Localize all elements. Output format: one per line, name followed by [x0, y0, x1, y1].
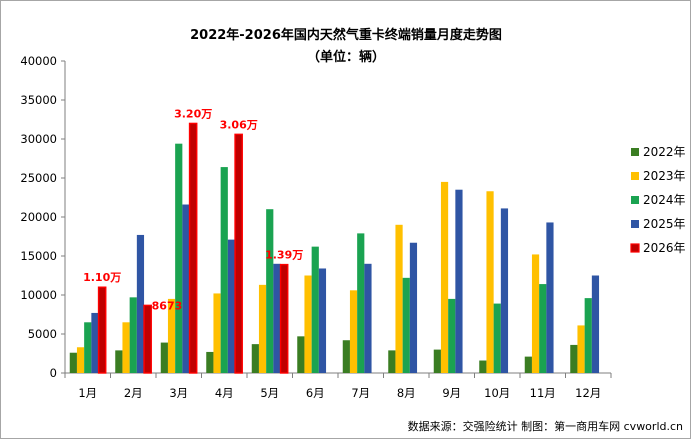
legend-label: 2026年	[643, 241, 686, 255]
bar-2024年-9月	[448, 298, 456, 373]
bar-2022年-3月	[160, 342, 168, 373]
legend-label: 2022年	[643, 145, 686, 159]
y-tick-label: 25000	[20, 171, 57, 185]
bar-2024年-3月	[175, 143, 183, 373]
y-tick-label: 10000	[20, 288, 57, 302]
bar-2022年-6月	[297, 336, 305, 373]
bar-2022年-7月	[342, 340, 350, 373]
bar-2023年-2月	[122, 322, 130, 373]
x-tick-label: 4月	[215, 386, 234, 400]
y-tick-label: 30000	[20, 132, 57, 146]
y-tick-label: 35000	[20, 93, 57, 107]
x-tick-label: 8月	[397, 386, 416, 400]
bar-2022年-8月	[388, 350, 396, 373]
data-label-annotation: 3.06万	[220, 118, 258, 131]
bar-2023年-7月	[349, 290, 358, 373]
bar-2023年-5月	[258, 284, 267, 373]
bar-2025年-3月	[182, 204, 190, 373]
y-tick-label: 20000	[20, 210, 57, 224]
bar-2024年-12月	[584, 298, 592, 373]
bar-2022年-11月	[524, 356, 532, 373]
bar-2024年-10月	[493, 303, 501, 373]
bar-2026年-2月	[143, 304, 152, 374]
bar-2023年-1月	[76, 347, 85, 373]
x-tick-label: 10月	[484, 386, 510, 400]
x-tick-label: 11月	[530, 386, 556, 400]
bar-2023年-4月	[213, 293, 221, 373]
axes: 0 5000 10000 15000 20000 25000 30000 35000 40000…	[20, 54, 612, 400]
bar-2022年-12月	[570, 344, 578, 373]
bar-2022年-9月	[433, 349, 441, 373]
source-note: 数据来源：交强险统计 制图：第一商用车网 cvworld.cn	[408, 419, 683, 433]
bar-2023年-11月	[531, 254, 540, 373]
y-tick-label: 15000	[20, 249, 57, 263]
x-tick-label: 1月	[78, 386, 97, 400]
bar-2023年-6月	[304, 275, 312, 373]
x-tick-label: 5月	[260, 386, 279, 400]
bar-2024年-2月	[129, 297, 137, 373]
bar-2022年-2月	[115, 350, 123, 373]
x-tick-label: 7月	[351, 386, 370, 400]
legend-label: 2024年	[643, 193, 686, 207]
bar-2025年-2月	[136, 234, 145, 373]
y-tick-label: 40000	[20, 54, 57, 68]
bar-2024年-4月	[220, 167, 228, 373]
legend-swatch-2025年	[631, 220, 639, 228]
bar-2025年-4月	[227, 239, 236, 373]
bar-2025年-5月	[273, 263, 281, 373]
bar-2023年-3月	[167, 298, 176, 373]
legend: 2022年 2023年 2024年 2025年 2026年	[630, 145, 686, 255]
bar-2025年-6月	[318, 268, 327, 373]
data-label-annotation: 1.10万	[83, 271, 121, 284]
bar-2024年-1月	[84, 322, 92, 373]
bar-2023年-8月	[395, 224, 403, 373]
data-label-annotation: 8673	[152, 299, 183, 312]
x-tick-label: 2月	[124, 386, 143, 400]
bar-2024年-7月	[357, 233, 365, 373]
bar-2026年-5月	[279, 263, 289, 374]
bar-2022年-4月	[206, 351, 214, 373]
bar-2023年-10月	[486, 191, 494, 373]
legend-swatch-2024年	[631, 196, 639, 204]
data-label-annotation: 1.39万	[265, 249, 303, 262]
legend-swatch-2022年	[631, 148, 639, 156]
bar-2025年-8月	[409, 242, 418, 373]
bar-2024年-8月	[402, 277, 410, 373]
y-tick-label: 5000	[28, 327, 57, 341]
legend-swatch-2023年	[631, 172, 639, 180]
legend-label: 2025年	[643, 217, 686, 231]
x-tick-label: 12月	[575, 386, 601, 400]
bar-2024年-11月	[539, 284, 547, 373]
x-tick-label: 6月	[306, 386, 325, 400]
x-tick-label: 9月	[442, 386, 461, 400]
bar-2026年-1月	[97, 286, 107, 374]
bars	[69, 122, 600, 374]
x-tick-label: 3月	[169, 386, 188, 400]
bar-2025年-9月	[455, 189, 463, 373]
bar-2025年-10月	[500, 208, 509, 373]
chart-subtitle: （单位：辆）	[307, 49, 385, 65]
y-tick-label: 0	[50, 366, 57, 380]
bar-2025年-1月	[91, 312, 99, 373]
bar-2022年-10月	[479, 360, 487, 373]
legend-swatch-2026年	[630, 243, 640, 253]
data-label-annotation: 3.20万	[174, 107, 212, 120]
chart-title: 2022年-2026年国内天然气重卡终端销量月度走势图	[190, 27, 502, 43]
bar-2023年-9月	[440, 181, 449, 373]
annotations: 1.10万 8673 3.20万 3.06万 1.39万	[83, 107, 303, 312]
bar-2025年-11月	[546, 222, 554, 373]
bar-2026年-3月	[188, 122, 198, 374]
legend-label: 2023年	[643, 169, 686, 183]
bar-2023年-12月	[577, 325, 585, 373]
bar-2022年-1月	[69, 352, 77, 373]
bar-2024年-6月	[311, 246, 319, 373]
bar-2022年-5月	[251, 344, 259, 373]
bar-2024年-5月	[266, 209, 274, 373]
bar-2026年-4月	[234, 133, 243, 374]
bar-2025年-7月	[364, 263, 372, 373]
bar-2025年-12月	[591, 275, 600, 373]
